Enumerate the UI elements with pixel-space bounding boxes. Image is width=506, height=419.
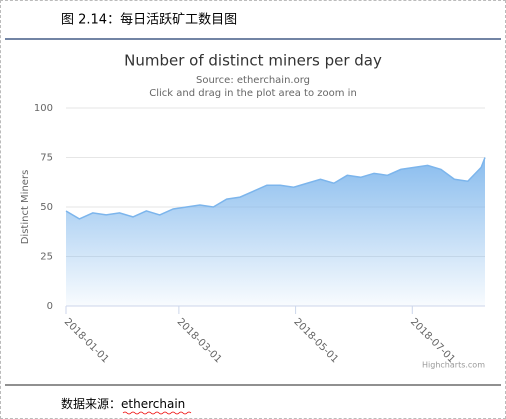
chart-hint: Click and drag in the plot area to zoom … xyxy=(149,88,357,99)
x-tick-label: 2018-07-01 xyxy=(408,316,457,365)
y-tick-label: 100 xyxy=(34,103,53,114)
x-tick-label: 2018-01-01 xyxy=(62,316,111,365)
chart-subtitle: Source: etherchain.org xyxy=(196,75,310,86)
y-tick-label: 75 xyxy=(40,153,53,164)
y-tick-label: 50 xyxy=(40,202,53,213)
line xyxy=(65,157,486,220)
caption: 图 2.14：每日活跃矿工数目图 xyxy=(61,12,237,28)
source-note: 数据来源：etherchain xyxy=(61,396,185,411)
x-tick-label: 2018-05-01 xyxy=(291,316,340,365)
credits: Highcharts.com xyxy=(422,361,485,370)
chart-title: Number of distinct miners per day xyxy=(124,52,382,70)
y-tick-label: 0 xyxy=(47,301,53,312)
source-label: 数据来源： xyxy=(61,396,121,411)
y-tick-label: 25 xyxy=(40,252,53,263)
area-fill xyxy=(66,157,485,306)
x-tick-label: 2018-03-01 xyxy=(175,316,224,365)
y-axis-label: Distinct Miners xyxy=(20,170,31,245)
spell-underline xyxy=(122,411,192,415)
source-name: etherchain xyxy=(121,397,185,411)
